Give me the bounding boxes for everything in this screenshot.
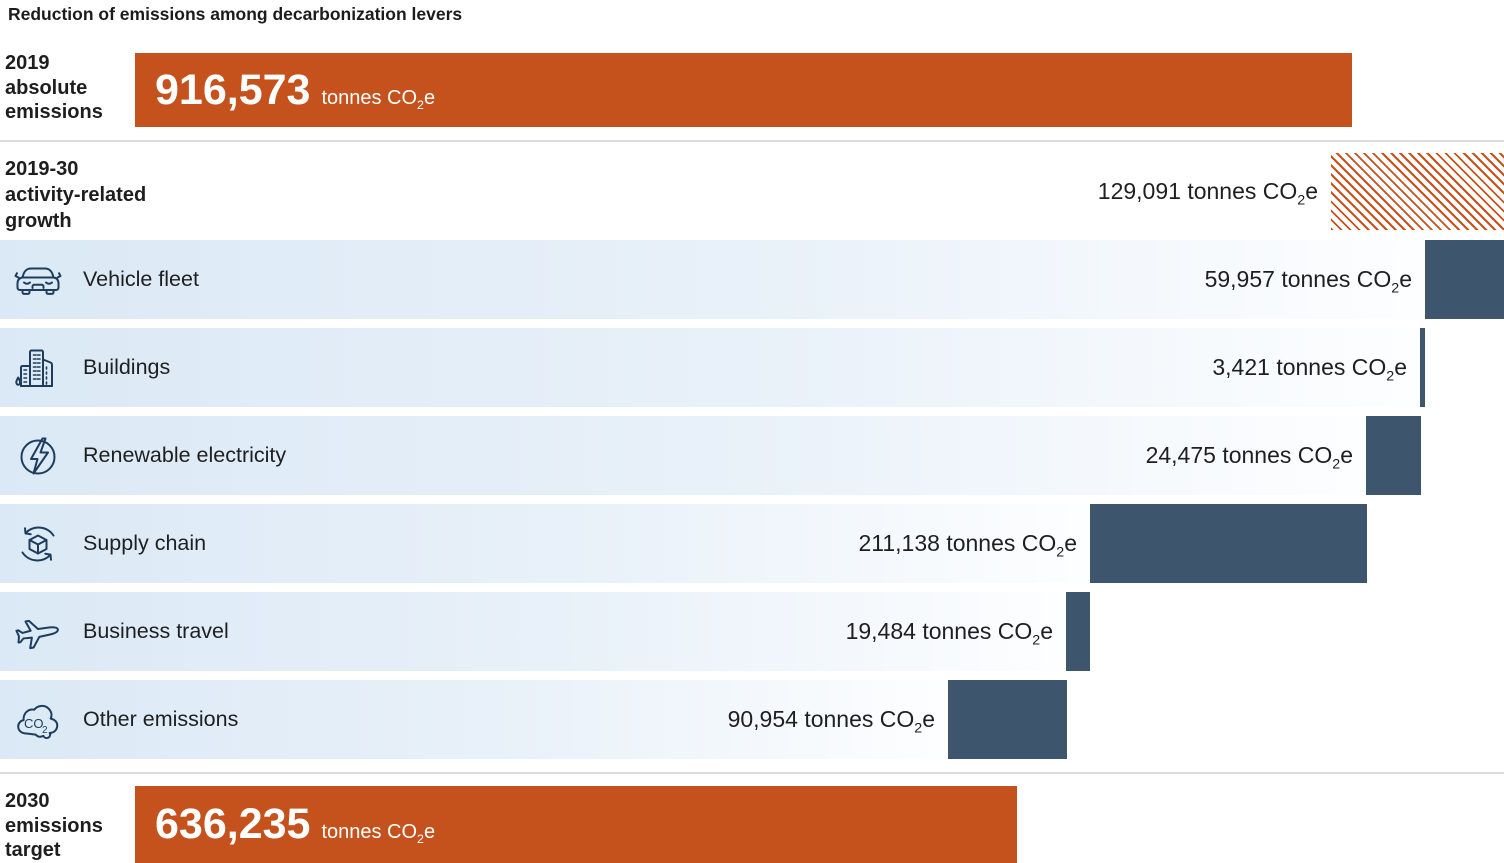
units-pre: tonnes CO xyxy=(321,821,417,843)
units-sub: 2 xyxy=(1032,633,1040,649)
lever-row-business-travel: Business travel 19,484 tonnes CO2e xyxy=(0,592,1066,671)
units-sub: 2 xyxy=(417,98,424,112)
growth-value: 129,091 tonnes CO2e xyxy=(0,153,1318,230)
units-label: tonnes CO2e xyxy=(922,618,1053,644)
units-post: e xyxy=(1394,354,1407,380)
lever-label: Renewable electricity xyxy=(83,443,286,468)
lever-bar xyxy=(1366,416,1421,495)
label-line: emissions xyxy=(5,814,103,839)
divider-line xyxy=(0,140,1504,142)
units-post: e xyxy=(1399,266,1412,292)
units-post: e xyxy=(1305,178,1318,204)
lever-label: Business travel xyxy=(83,619,229,644)
cloud-sub2-text: 2 xyxy=(42,725,48,736)
lever-value-number: 3,421 xyxy=(1212,354,1270,380)
target-emissions-bar: 636,235 tonnes CO2e xyxy=(135,786,1017,863)
cloud-co-text: CO xyxy=(24,716,44,731)
units-label: tonnes CO2e xyxy=(1187,178,1318,204)
lever-value: 211,138 tonnes CO2e xyxy=(858,530,1077,557)
airplane-icon xyxy=(14,608,62,656)
units-label: tonnes CO2e xyxy=(321,821,435,843)
units-sub: 2 xyxy=(417,832,424,846)
units-label: tonnes CO2e xyxy=(1222,442,1353,468)
units-sub: 2 xyxy=(1332,457,1340,473)
units-pre: tonnes CO xyxy=(1276,354,1386,380)
lever-value-number: 19,484 xyxy=(846,618,916,644)
lever-label: Other emissions xyxy=(83,707,238,732)
chart-title: Reduction of emissions among decarboniza… xyxy=(8,4,462,25)
co2-cloud-icon: CO 2 xyxy=(14,696,62,744)
lever-value-number: 24,475 xyxy=(1146,442,1216,468)
units-pre: tonnes CO xyxy=(804,706,914,732)
label-line: 2019 xyxy=(5,51,103,76)
target-row-label: 2030 emissions target xyxy=(5,789,103,863)
units-pre: tonnes CO xyxy=(946,530,1056,556)
lever-row-renewable-electricity: Renewable electricity 24,475 tonnes CO2e xyxy=(0,416,1366,495)
lever-bar xyxy=(1420,328,1425,407)
lever-value-number: 59,957 xyxy=(1205,266,1275,292)
units-post: e xyxy=(922,706,935,732)
car-icon xyxy=(14,256,62,304)
emissions-waterfall-chart: Reduction of emissions among decarboniza… xyxy=(0,0,1504,863)
start-row-label: 2019 absolute emissions xyxy=(5,51,103,125)
lever-row-buildings: Buildings 3,421 tonnes CO2e xyxy=(0,328,1420,407)
start-emissions-bar: 916,573 tonnes CO2e xyxy=(135,53,1352,127)
units-sub: 2 xyxy=(1297,193,1305,209)
lever-row-other-emissions: CO 2 Other emissions 90,954 tonnes CO2e xyxy=(0,680,948,759)
units-sub: 2 xyxy=(1391,281,1399,297)
lightning-icon xyxy=(14,432,62,480)
units-pre: tonnes CO xyxy=(1222,442,1332,468)
lever-value-number: 211,138 xyxy=(858,530,939,556)
target-emissions-value: 636,235 xyxy=(155,800,310,848)
lever-bar xyxy=(1090,504,1367,583)
label-line: 2030 xyxy=(5,789,103,814)
units-label: tonnes CO2e xyxy=(1276,354,1407,380)
units-sub: 2 xyxy=(914,721,922,737)
lever-value: 90,954 tonnes CO2e xyxy=(728,706,935,733)
units-post: e xyxy=(424,821,435,843)
lever-value: 3,421 tonnes CO2e xyxy=(1212,354,1407,381)
label-line: absolute xyxy=(5,76,103,101)
units-post: e xyxy=(1040,618,1053,644)
lever-row-vehicle-fleet: Vehicle fleet 59,957 tonnes CO2e xyxy=(0,240,1425,319)
lever-value: 59,957 tonnes CO2e xyxy=(1205,266,1412,293)
units-post: e xyxy=(1340,442,1353,468)
units-pre: tonnes CO xyxy=(922,618,1032,644)
units-label: tonnes CO2e xyxy=(946,530,1077,556)
units-pre: tonnes CO xyxy=(1281,266,1391,292)
divider-line xyxy=(0,772,1504,774)
label-line: emissions xyxy=(5,100,103,125)
lever-row-supply-chain: Supply chain 211,138 tonnes CO2e xyxy=(0,504,1090,583)
units-post: e xyxy=(424,87,435,109)
units-sub: 2 xyxy=(1386,369,1394,385)
lever-bar xyxy=(1425,240,1504,319)
supply-chain-icon xyxy=(14,520,62,568)
lever-value-number: 90,954 xyxy=(728,706,798,732)
lever-label: Buildings xyxy=(83,355,170,380)
units-label: tonnes CO2e xyxy=(1281,266,1412,292)
lever-value: 24,475 tonnes CO2e xyxy=(1146,442,1353,469)
units-post: e xyxy=(1064,530,1077,556)
growth-hatched-bar xyxy=(1331,153,1504,230)
lever-bar xyxy=(948,680,1067,759)
buildings-icon xyxy=(14,344,62,392)
label-line: target xyxy=(5,838,103,863)
lever-value: 19,484 tonnes CO2e xyxy=(846,618,1053,645)
units-pre: tonnes CO xyxy=(1187,178,1297,204)
lever-bar xyxy=(1066,592,1090,671)
units-label: tonnes CO2e xyxy=(321,87,435,109)
units-pre: tonnes CO xyxy=(321,87,417,109)
units-sub: 2 xyxy=(1056,545,1064,561)
lever-label: Vehicle fleet xyxy=(83,267,199,292)
growth-value-number: 129,091 xyxy=(1098,178,1181,204)
units-label: tonnes CO2e xyxy=(804,706,935,732)
start-emissions-value: 916,573 xyxy=(155,66,310,114)
lever-label: Supply chain xyxy=(83,531,206,556)
